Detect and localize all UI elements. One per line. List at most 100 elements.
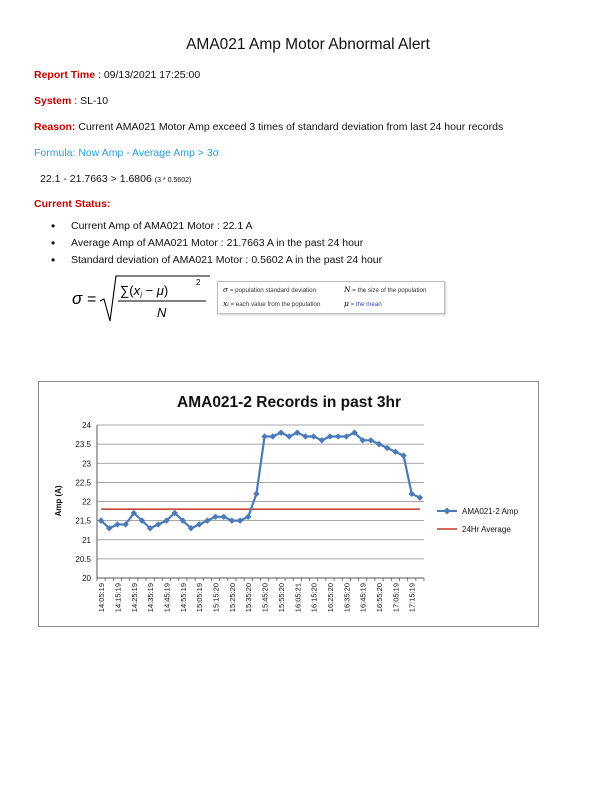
calculation-line: 22.1 - 21.7663 > 1.6806 (3 * 0.5602) <box>40 173 191 185</box>
amp-data-point <box>204 517 211 524</box>
amp-data-point <box>392 448 399 455</box>
y-tick-label: 23.5 <box>75 440 91 449</box>
amp-data-point <box>343 433 350 440</box>
amp-data-point <box>334 433 342 440</box>
x-tick-label: 16:55:20 <box>375 583 384 612</box>
svg-text:∑(xi − μ): ∑(xi − μ) <box>120 283 168 300</box>
x-tick-label: 15:25:20 <box>228 583 237 612</box>
x-tick-label: 16:25:20 <box>326 583 335 612</box>
amp-data-point <box>400 452 407 459</box>
amp-data-point <box>228 517 236 524</box>
chart-frame: AMA021-2 Records in past 3hr Amp (A) 20 2… <box>38 381 539 627</box>
x-tick-label: 14:45:19 <box>162 583 171 612</box>
legend-n: N = the size of the population <box>344 285 426 294</box>
system-value: : SL-10 <box>71 95 109 107</box>
formula-legend: σ = population standard deviation N = th… <box>217 281 445 314</box>
current-status-label: Current Status: <box>34 198 111 210</box>
amp-data-point <box>294 429 301 436</box>
amp-data-point <box>187 525 195 532</box>
amp-data-point <box>236 517 244 524</box>
reason-label: Reason: <box>34 121 76 133</box>
svg-text:2: 2 <box>196 278 201 287</box>
y-tick-labels: 20 20.5 21 21.5 22 22.5 23 23.5 24 <box>75 421 91 583</box>
series-amp-line <box>100 431 421 530</box>
legend-mu: μ = the mean <box>344 299 382 308</box>
reason-line: Reason: Current AMA021 Motor Amp exceed … <box>34 121 503 133</box>
amp-data-point <box>146 525 154 532</box>
amp-data-point <box>302 433 309 440</box>
axes <box>96 425 425 581</box>
amp-data-point <box>253 490 260 498</box>
status-item-current: Current Amp of AMA021 Motor : 22.1 A <box>34 218 382 235</box>
svg-text:=: = <box>87 291 96 308</box>
legend-sigma: σ = population standard deviation <box>223 285 316 294</box>
legend-xi-desc: = each value from the population <box>228 301 321 308</box>
x-tick-label: 15:05:19 <box>195 583 204 612</box>
legend-average-label: 24Hr Average <box>462 525 511 534</box>
x-tick-labels: 14:05:19 14:15:19 14:25:19 14:35:19 14:45:19… <box>97 583 417 612</box>
y-tick-label: 20 <box>82 574 91 583</box>
amp-data-point <box>318 437 326 444</box>
x-tick-label: 15:55:20 <box>277 583 286 612</box>
chart-title: AMA021-2 Records in past 3hr <box>177 394 401 411</box>
status-item-stddev: Standard deviation of AMA021 Motor : 0.5… <box>34 252 382 269</box>
y-tick-label: 23 <box>82 459 91 468</box>
amp-line-chart: AMA021-2 Records in past 3hr Amp (A) 20 2… <box>54 394 519 612</box>
amp-data-point <box>163 517 170 524</box>
formula-text: Formula: Now Amp - Average Amp > 3σ <box>34 147 220 159</box>
x-tick-label: 16:15:20 <box>310 583 319 612</box>
x-tick-label: 16:45:19 <box>359 583 368 612</box>
x-tick-label: 16:05:21 <box>293 583 302 612</box>
legend-n-symbol: N <box>344 285 351 294</box>
x-tick-label: 17:15:19 <box>408 583 417 612</box>
reason-value: Current AMA021 Motor Amp exceed 3 times … <box>75 121 504 133</box>
calculation-note: (3 * 0.5602) <box>154 177 192 184</box>
x-tick-label: 17:05:19 <box>391 583 400 612</box>
y-tick-label: 22 <box>82 498 91 507</box>
status-item-average: Average Amp of AMA021 Motor : 21.7663 A … <box>34 235 382 252</box>
chart-legend: AMA021-2 Amp 24Hr Average <box>437 507 519 534</box>
report-time-value: : 09/13/2021 17:25:00 <box>95 69 201 81</box>
amp-data-point <box>261 433 268 440</box>
amp-data-point <box>179 517 187 524</box>
page-title: AMA021 Amp Motor Abnormal Alert <box>186 36 430 53</box>
legend-amp-marker <box>443 507 451 515</box>
amp-data-point <box>416 494 424 501</box>
legend-mu-desc: = the mean <box>348 301 382 308</box>
legend-xi-symbol: xᵢ <box>223 299 229 308</box>
amp-data-point <box>375 440 383 448</box>
y-axis-label: Amp (A) <box>54 485 63 516</box>
y-tick-label: 22.5 <box>75 478 91 487</box>
x-tick-label: 16:35:20 <box>342 583 351 612</box>
x-tick-label: 15:35:20 <box>244 583 253 612</box>
legend-n-desc: = the size of the population <box>350 287 427 294</box>
x-tick-label: 14:15:19 <box>113 583 122 612</box>
x-tick-label: 15:15:20 <box>212 583 221 612</box>
amp-data-point <box>310 433 317 440</box>
svg-text:σ: σ <box>72 289 83 308</box>
legend-sigma-desc: = population standard deviation <box>228 287 317 294</box>
x-tick-label: 14:05:19 <box>97 583 106 612</box>
y-tick-label: 21.5 <box>75 517 91 526</box>
std-dev-formula-image: σ = ∑(xi − μ) 2 N <box>72 275 210 322</box>
report-time-label: Report Time <box>34 69 96 81</box>
y-tick-label: 20.5 <box>75 555 91 564</box>
amp-data-point <box>269 433 276 440</box>
grid-lines <box>97 424 424 579</box>
amp-data-point <box>285 433 293 440</box>
calculation-main: 22.1 - 21.7663 > 1.6806 <box>40 173 152 185</box>
system-line: System : SL-10 <box>34 95 108 107</box>
report-time-line: Report Time : 09/13/2021 17:25:00 <box>34 69 200 81</box>
status-list: Current Amp of AMA021 Motor : 22.1 A Ave… <box>34 218 382 269</box>
x-tick-label: 14:55:19 <box>179 583 188 612</box>
series-layer <box>97 429 424 532</box>
legend-sigma-symbol: σ <box>223 285 229 294</box>
y-tick-label: 24 <box>82 421 91 430</box>
x-tick-label: 15:45:20 <box>261 583 270 612</box>
legend-xi: xᵢ = each value from the population <box>223 299 320 308</box>
amp-data-point <box>97 517 105 524</box>
amp-data-point <box>359 437 366 444</box>
amp-data-point <box>138 517 146 524</box>
amp-data-point <box>408 490 415 498</box>
svg-text:N: N <box>157 305 167 320</box>
